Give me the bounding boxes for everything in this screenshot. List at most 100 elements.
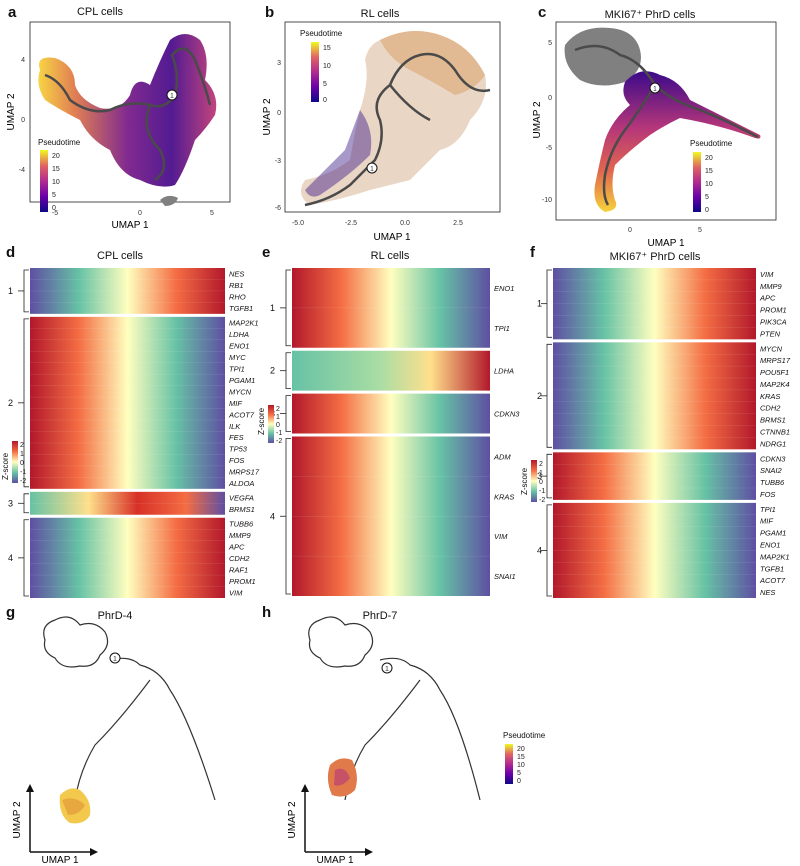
panel-letter-h: h <box>262 604 272 621</box>
ytick-b-0: 3 <box>277 60 281 67</box>
gene-label: LDHA <box>229 330 249 339</box>
svg-text:-1: -1 <box>276 430 282 437</box>
cluster-label: 2 <box>270 366 275 376</box>
gene-label: TGFB1 <box>229 304 253 313</box>
gene-label: KRAS <box>760 392 780 401</box>
svg-text:0: 0 <box>20 460 24 467</box>
svg-text:-1: -1 <box>539 488 545 495</box>
svg-text:-1: -1 <box>20 469 26 476</box>
ytick-c-0: 5 <box>548 40 552 47</box>
svg-text:15: 15 <box>517 754 525 761</box>
gene-label: CDKN3 <box>760 454 786 463</box>
legend-colorbar-h <box>505 744 513 784</box>
gene-label: MMP9 <box>760 282 782 291</box>
cell-cloud-a-gray <box>160 195 178 206</box>
ylabel-c: UMAP 2 <box>532 101 543 138</box>
cluster-label: 4 <box>270 511 275 521</box>
xtick-c-0: 0 <box>628 227 632 234</box>
svg-text:5: 5 <box>323 81 327 88</box>
svg-text:5: 5 <box>517 770 521 777</box>
svg-text:15: 15 <box>705 168 713 175</box>
xtick-a-0: -5 <box>52 210 58 217</box>
xtick-a-2: 5 <box>210 210 214 217</box>
gene-label: MIF <box>229 399 242 408</box>
root-marker-a: 1 <box>170 93 174 100</box>
panel-title-d: CPL cells <box>96 250 144 262</box>
panel-title-f: MKI67⁺ PhrD cells <box>609 251 701 263</box>
xlabel-a: UMAP 1 <box>111 220 148 231</box>
heatmap-d-cluster-3 <box>30 491 225 515</box>
legend-colorbar-a <box>40 150 48 212</box>
cell-cloud-a <box>38 34 217 187</box>
svg-text:2: 2 <box>539 461 543 468</box>
zscore-legend-f: Z-score 2 1 0 -1 -2 <box>520 460 545 504</box>
gene-label: KRAS <box>494 492 514 501</box>
gene-label: VIM <box>494 532 508 541</box>
umap-plot-c: 1 0 5 5 0 -5 -10 UMAP 1 UMAP 2 Pseudotim… <box>532 21 777 249</box>
zscore-legend-d: Z-score 2 1 0 -1 -2 <box>1 441 26 485</box>
trajectory-plot-g: 1 UMAP 1 UMAP 2 <box>12 616 216 866</box>
xtick-b-2: 0.0 <box>400 220 410 227</box>
heatmap-d-cluster-1 <box>30 268 225 314</box>
heatmap-f: VIM MMP9 APC PROM1 PIK3CA PTEN 1 MYCN MRPS17 POU5… <box>537 268 791 598</box>
panel-title-h: PhrD-7 <box>362 610 398 622</box>
gene-label: VEGFA <box>229 494 254 503</box>
gene-label: CDKN3 <box>494 410 520 419</box>
svg-text:0: 0 <box>276 422 280 429</box>
svg-text:-2: -2 <box>539 497 545 504</box>
legend-title-h: Pseudotime <box>503 731 546 740</box>
gene-label: RAF1 <box>229 565 248 574</box>
gene-label: ENO1 <box>229 342 249 351</box>
svg-text:0: 0 <box>323 97 327 104</box>
gene-label: NDRG1 <box>760 439 786 448</box>
legend-title-a: Pseudotime <box>38 138 81 147</box>
svg-text:15: 15 <box>52 166 60 173</box>
root-marker-g: 1 <box>113 656 117 663</box>
gene-label: TPI1 <box>760 505 776 514</box>
xlabel-b: UMAP 1 <box>373 232 410 243</box>
gene-label: MRPS17 <box>229 468 260 477</box>
heatmap-e-cluster-2 <box>292 350 490 391</box>
heatmap-e: ENO1TPI11LDHA2CDKN33ADMKRASVIMSNAI14 <box>270 268 520 596</box>
svg-text:0: 0 <box>705 207 709 214</box>
ytick-b-1: 0 <box>277 110 281 117</box>
ytick-b-3: -6 <box>275 205 281 212</box>
svg-text:1: 1 <box>276 414 280 421</box>
cluster-label: 1 <box>270 303 275 313</box>
gene-label: SNAI1 <box>494 572 516 581</box>
panel-letter-e: e <box>262 244 271 261</box>
svg-text:Z-score: Z-score <box>1 452 10 480</box>
legend-title-b: Pseudotime <box>300 29 343 38</box>
ytick-c-1: 0 <box>548 95 552 102</box>
cluster-label: 2 <box>8 398 13 408</box>
gene-label: POU5F1 <box>760 368 789 377</box>
gene-label: BRMS1 <box>760 416 786 425</box>
gene-label: SNAI2 <box>760 466 783 475</box>
gene-label: PIK3CA <box>760 318 787 327</box>
svg-text:-2: -2 <box>276 438 282 445</box>
svg-text:15: 15 <box>323 45 331 52</box>
gene-label: VIM <box>760 270 774 279</box>
gene-label: ILK <box>229 422 241 431</box>
ytick-c-2: -5 <box>546 145 552 152</box>
heatmap-f-cluster-1 <box>553 268 756 340</box>
svg-text:5: 5 <box>52 192 56 199</box>
svg-text:0: 0 <box>539 479 543 486</box>
cell-cloud-c-gray <box>564 27 641 86</box>
gene-label: ENO1 <box>494 284 514 293</box>
svg-text:20: 20 <box>517 746 525 753</box>
ytick-a-0: 4 <box>21 57 25 64</box>
heatmap-d-cluster-2 <box>30 316 225 489</box>
ytick-a-2: -4 <box>19 167 25 174</box>
ylabel-b: UMAP 2 <box>262 98 273 135</box>
gene-label: VIM <box>229 588 243 597</box>
panel-letter-c: c <box>538 4 547 21</box>
gene-label: MIF <box>760 517 773 526</box>
gene-label: CDH2 <box>760 404 781 413</box>
gene-label: MAP2K1 <box>760 552 790 561</box>
ylabel-g: UMAP 2 <box>12 801 23 838</box>
gene-label: BRMS1 <box>229 505 255 514</box>
legend-title-c: Pseudotime <box>690 139 733 148</box>
cluster-label: 4 <box>8 553 13 563</box>
